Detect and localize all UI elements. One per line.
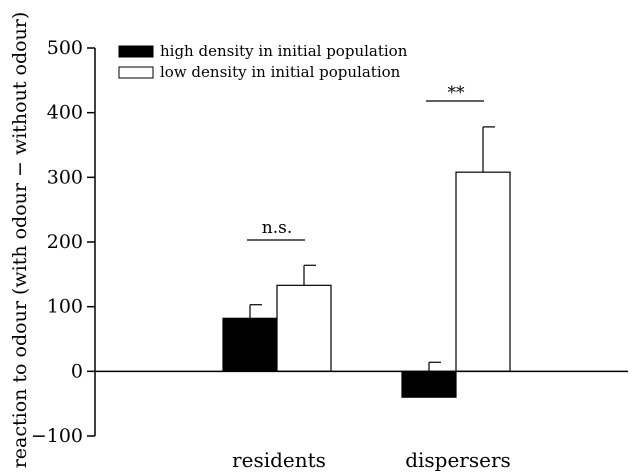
category-label: residents <box>232 448 326 472</box>
bar <box>276 284 332 372</box>
category-label: dispersers <box>405 448 511 472</box>
significance-annotations: n.s. ** <box>247 83 484 241</box>
bars <box>222 126 511 398</box>
y-axis: −100 0 100 200 300 400 500 <box>31 37 96 447</box>
y-tick-label: −100 <box>31 425 83 447</box>
category-labels: residents dispersers <box>232 448 511 472</box>
legend-swatch <box>118 45 154 58</box>
significance-label: ** <box>448 83 466 103</box>
bar <box>455 171 511 372</box>
y-tick-label: 400 <box>47 102 83 124</box>
y-tick-label: 0 <box>71 360 83 382</box>
y-tick-label: 100 <box>47 296 83 318</box>
legend-swatch <box>118 66 154 79</box>
bar <box>401 370 457 398</box>
y-tick-label: 500 <box>47 37 83 59</box>
legend-label: high density in initial population <box>160 42 408 60</box>
bar <box>222 317 278 372</box>
y-tick-label: 300 <box>47 166 83 188</box>
y-tick-label: 200 <box>47 231 83 253</box>
significance-label: n.s. <box>262 218 292 238</box>
legend-label: low density in initial population <box>160 63 401 81</box>
y-axis-title: reaction to odour (with odour − without … <box>9 12 31 469</box>
legend: high density in initial population low de… <box>118 42 408 81</box>
